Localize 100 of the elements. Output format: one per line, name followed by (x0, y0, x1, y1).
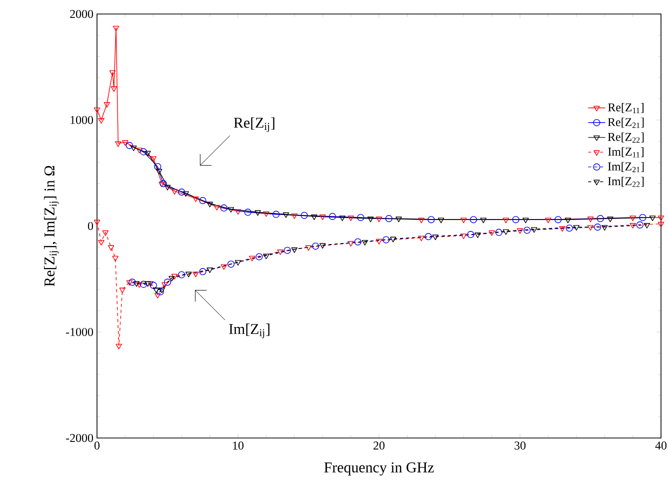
point (104, 102, 110, 108)
point (115, 141, 122, 147)
legend-label: Im[Z$_{11}$] (608, 147, 644, 158)
point (94, 107, 100, 113)
legend-label: Im[Z$_{21}$] (608, 162, 644, 172)
point (339, 216, 346, 222)
point (367, 216, 374, 222)
point (428, 216, 435, 224)
point (587, 225, 594, 231)
point (291, 213, 298, 219)
point (228, 207, 234, 213)
point (94, 220, 100, 226)
point (573, 225, 580, 231)
point (110, 86, 118, 92)
point (263, 254, 270, 260)
point (348, 216, 354, 222)
point (639, 214, 646, 222)
point (254, 210, 261, 216)
point (220, 264, 228, 270)
point (206, 268, 213, 274)
point (596, 215, 604, 222)
point (396, 216, 402, 222)
point (282, 212, 290, 218)
point (140, 148, 148, 156)
point (566, 224, 573, 232)
point (516, 228, 524, 234)
point (658, 222, 664, 228)
point (357, 214, 364, 222)
point (168, 276, 175, 282)
point (564, 218, 572, 224)
point (601, 225, 608, 231)
point (214, 204, 220, 210)
point (192, 196, 199, 202)
point (630, 216, 636, 222)
point (116, 344, 122, 350)
point (305, 245, 312, 251)
point (220, 204, 228, 212)
point (199, 268, 206, 276)
point (284, 246, 291, 254)
point (488, 230, 495, 236)
legend-label: Re[Z$_{22}$] (608, 132, 644, 143)
point (524, 226, 531, 234)
point (432, 234, 439, 240)
point (594, 224, 602, 231)
point (178, 271, 186, 278)
point (206, 202, 213, 208)
point (133, 281, 140, 287)
point (248, 256, 256, 262)
point (150, 156, 157, 162)
point (300, 212, 308, 219)
point (147, 281, 154, 287)
y-tick-label: 2000 (70, 10, 94, 18)
point (354, 238, 362, 246)
point (460, 234, 467, 240)
point (126, 280, 133, 286)
point (424, 233, 432, 240)
y-tick-label: 0 (88, 222, 94, 230)
point (154, 292, 161, 298)
x-tick-label: 0 (94, 442, 100, 450)
point (144, 150, 151, 156)
point (112, 26, 120, 32)
point (119, 288, 126, 294)
point (502, 218, 510, 224)
annotation: Im[Z$_{ij}$] (229, 324, 270, 338)
point (199, 197, 206, 204)
point (382, 236, 390, 244)
point (244, 208, 252, 216)
point (109, 70, 116, 76)
point (328, 212, 336, 220)
point (658, 216, 664, 222)
point (418, 236, 424, 242)
point (234, 209, 242, 215)
point (140, 280, 148, 288)
point (390, 236, 396, 242)
point (385, 215, 392, 222)
point (186, 272, 192, 278)
point (272, 210, 280, 218)
point (467, 230, 474, 238)
point (291, 247, 298, 253)
point (312, 242, 320, 250)
point (227, 260, 234, 268)
point (122, 140, 128, 146)
point (98, 118, 104, 124)
point (277, 249, 284, 255)
point (348, 241, 354, 247)
point (153, 288, 160, 294)
point (162, 282, 168, 288)
point (649, 216, 656, 222)
point (636, 221, 644, 228)
y-tick-label: -1000 (66, 328, 94, 336)
point (182, 191, 189, 197)
x-tick-label: 10 (233, 442, 244, 450)
point (607, 216, 614, 222)
point (559, 226, 566, 232)
x-tick-label: 30 (514, 442, 526, 450)
point (136, 148, 142, 154)
point (164, 278, 172, 286)
point (554, 216, 562, 224)
point (112, 256, 118, 262)
point (154, 163, 162, 170)
